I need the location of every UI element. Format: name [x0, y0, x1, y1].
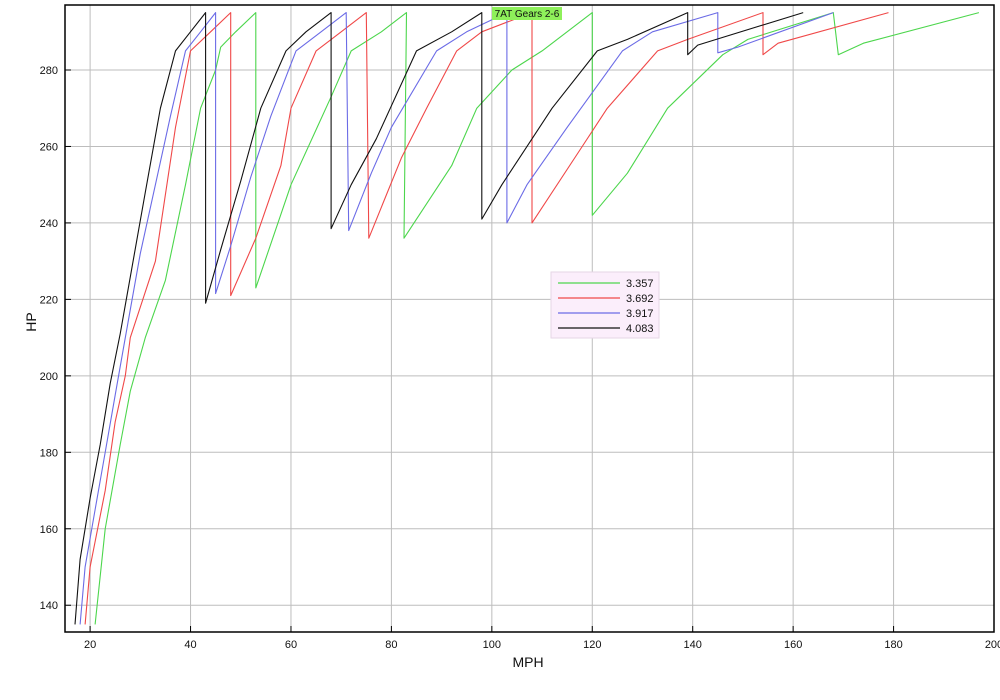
x-axis-title: MPH: [512, 654, 543, 670]
y-tick-label: 140: [40, 600, 58, 612]
series-line-3.357: [94, 12, 980, 625]
legend-label-3.917: 3.917: [626, 308, 654, 320]
plot-frame: [64, 4, 995, 633]
y-tick-label: 180: [40, 447, 58, 459]
x-tick-label: 200: [985, 639, 1000, 651]
series-line-4.083: [74, 12, 804, 625]
legend: 3.357 3.692 3.917 4.083: [550, 271, 660, 339]
chart-title-text: 7AT Gears 2-6: [495, 9, 560, 20]
series-line-3.692: [84, 12, 889, 625]
chart-title: 7AT Gears 2-6: [492, 7, 562, 20]
x-tick-label: 20: [84, 639, 96, 651]
ticks: 20 40 60 80 100 120 140 160 180 200 140 160 180 200 22…: [40, 65, 1000, 651]
y-tick-label: 260: [40, 141, 58, 153]
x-tick-label: 140: [684, 639, 702, 651]
series-layer: [74, 12, 980, 625]
x-tick-label: 100: [483, 639, 501, 651]
x-tick-label: 120: [583, 639, 601, 651]
x-tick-label: 60: [285, 639, 297, 651]
y-tick-label: 220: [40, 294, 58, 306]
y-tick-label: 280: [40, 65, 58, 77]
chart-title-box: [492, 7, 562, 20]
x-tick-label: 160: [784, 639, 802, 651]
y-tick-label: 160: [40, 524, 58, 536]
plot-background: [65, 5, 994, 632]
x-tick-label: 80: [385, 639, 397, 651]
legend-label-3.357: 3.357: [626, 278, 654, 290]
y-axis-title: HP: [23, 312, 39, 331]
legend-label-4.083: 4.083: [626, 323, 654, 335]
x-tick-label: 180: [884, 639, 902, 651]
y-tick-label: 200: [40, 371, 58, 383]
x-tick-label: 40: [184, 639, 196, 651]
series-line-3.917: [79, 12, 834, 625]
legend-label-3.692: 3.692: [626, 293, 654, 305]
y-tick-label: 240: [40, 218, 58, 230]
